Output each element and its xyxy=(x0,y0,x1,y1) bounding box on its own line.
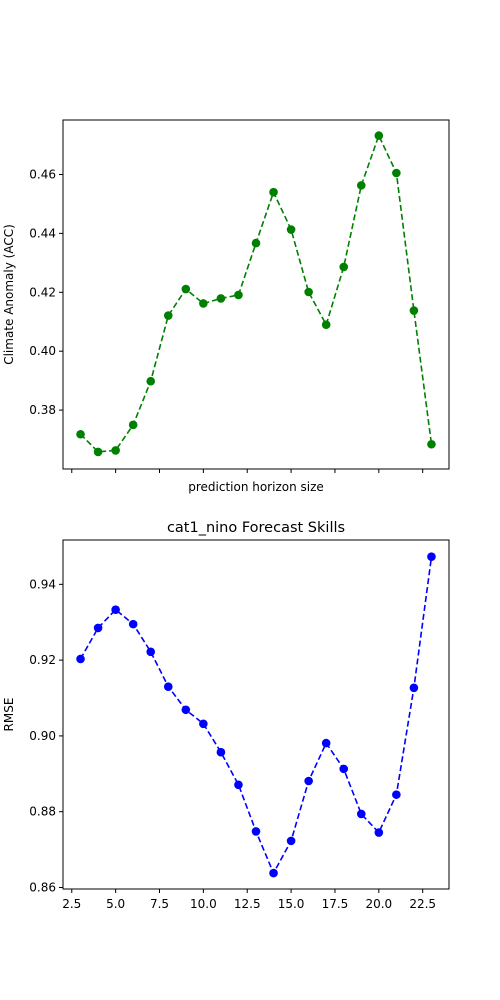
top-ytick-label: 0.40 xyxy=(29,344,56,358)
bottom-xtick-label: 15.0 xyxy=(278,897,305,911)
bottom-ytick-label: 0.92 xyxy=(29,653,56,667)
top-ytick-label: 0.42 xyxy=(29,285,56,299)
top-data-point xyxy=(321,320,331,329)
bottom-data-point xyxy=(93,623,103,633)
top-data-point xyxy=(111,446,120,455)
bottom-data-point xyxy=(339,764,349,774)
bottom-data-point xyxy=(199,719,208,729)
top-data-point xyxy=(427,439,436,449)
bottom-ytick-label: 0.86 xyxy=(29,880,56,894)
bottom-xtick-label: 2.5 xyxy=(62,897,81,911)
bottom-data-point xyxy=(392,790,401,799)
bottom-data-point xyxy=(181,705,191,715)
bottom-data-point xyxy=(128,619,138,629)
bottom-xtick-label: 17.5 xyxy=(322,897,349,911)
top-data-point xyxy=(199,299,208,308)
bottom-xtick-label: 10.0 xyxy=(190,897,217,911)
top-data-point xyxy=(339,262,349,272)
bottom-series-line xyxy=(79,556,433,875)
bottom-data-point xyxy=(409,683,419,693)
bottom-data-point xyxy=(269,868,278,878)
bottom-data-point xyxy=(321,738,331,748)
top-data-point xyxy=(128,420,138,430)
top-series-line xyxy=(79,133,433,453)
top-data-point xyxy=(304,287,313,297)
bottom-data-point xyxy=(374,828,384,837)
bottom-data-point xyxy=(427,552,436,561)
top-ytick-label: 0.38 xyxy=(29,403,56,417)
top-data-point xyxy=(181,284,191,294)
top-data-point xyxy=(163,311,173,320)
top-axes-frame xyxy=(62,119,450,470)
top-xlabel: prediction horizon size xyxy=(188,480,324,494)
bottom-ytick-label: 0.88 xyxy=(29,805,56,819)
top-data-point xyxy=(234,290,243,300)
top-ytick-label: 0.46 xyxy=(29,167,56,181)
bottom-axes-frame xyxy=(62,539,450,890)
bottom-ylabel: RMSE xyxy=(2,698,16,732)
top-data-point xyxy=(93,447,103,457)
top-ytick-label: 0.44 xyxy=(29,226,56,240)
bottom-data-point xyxy=(163,682,173,691)
bottom-data-point xyxy=(356,809,366,819)
bottom-data-point xyxy=(286,836,296,846)
bottom-data-point xyxy=(146,647,156,657)
bottom-data-point xyxy=(76,654,85,664)
bottom-subplot: 0.86 0.88 0.90 0.92 0.94 2.5 5.0 7.5 10.0 12.5 15.… xyxy=(2,520,450,911)
bottom-data-point xyxy=(111,605,120,615)
bottom-xtick-label: 22.5 xyxy=(409,897,436,911)
bottom-xtick-label: 5.0 xyxy=(106,897,125,911)
bottom-data-point xyxy=(234,780,243,790)
bottom-data-point xyxy=(251,827,261,836)
top-data-point xyxy=(216,294,226,303)
bottom-xtick-label: 20.0 xyxy=(365,897,392,911)
top-data-point xyxy=(356,181,366,190)
bottom-ytick-label: 0.90 xyxy=(29,729,56,743)
top-data-point xyxy=(286,225,296,234)
top-data-point xyxy=(409,306,419,315)
top-data-point xyxy=(76,429,85,439)
bottom-data-point xyxy=(216,747,226,757)
bottom-chart-title: cat1_nino Forecast Skills xyxy=(167,520,345,536)
bottom-xtick-label: 7.5 xyxy=(150,897,169,911)
top-ylabel: Climate Anomaly (ACC) xyxy=(2,224,16,365)
top-data-point xyxy=(146,376,156,386)
top-subplot: 0.38 0.40 0.42 0.44 0.46 Climate Anomaly (ACC… xyxy=(2,119,450,494)
top-data-point xyxy=(392,168,401,178)
bottom-ytick-label: 0.94 xyxy=(29,577,56,591)
top-data-point xyxy=(269,187,278,197)
bottom-data-point xyxy=(304,776,313,786)
top-data-point xyxy=(374,131,384,140)
bottom-xtick-label: 12.5 xyxy=(234,897,261,911)
top-data-point xyxy=(251,238,261,248)
